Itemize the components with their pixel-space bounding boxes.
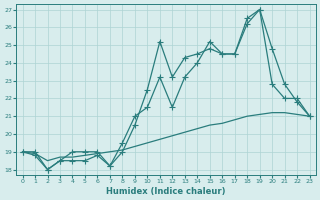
X-axis label: Humidex (Indice chaleur): Humidex (Indice chaleur)	[106, 187, 226, 196]
